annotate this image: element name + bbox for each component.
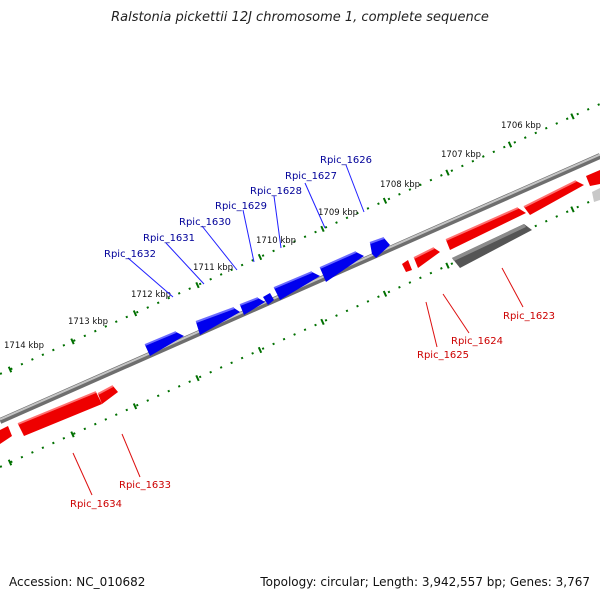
- accession-text: Accession: NC_010682: [9, 575, 146, 589]
- label-rpic-1633[interactable]: Rpic_1633: [119, 480, 171, 491]
- label-rpic-1631[interactable]: Rpic_1631: [143, 233, 195, 244]
- scale-label-1714: 1714 kbp: [4, 341, 44, 351]
- outer-scale-tick: [507, 141, 513, 148]
- scale-label-1709: 1709 kbp: [318, 208, 358, 218]
- inner-scale-tick: [7, 459, 13, 466]
- inner-scale-tick: [382, 290, 388, 297]
- label-rpic-1632[interactable]: Rpic_1632: [104, 249, 156, 260]
- inner-scale-tick: [320, 318, 325, 326]
- gene-rpic-1633[interactable]: [98, 386, 118, 404]
- reverse-genes: [144, 237, 390, 356]
- gene-rpic-1623-top: [452, 224, 526, 261]
- outer-scale-tick: [257, 253, 263, 261]
- gene-rpic-1624[interactable]: [446, 208, 526, 250]
- scale-label-1712: 1712 kbp: [131, 290, 171, 300]
- label-rpic-1625[interactable]: Rpic_1625: [417, 350, 469, 361]
- label-rpic-1630[interactable]: Rpic_1630: [179, 217, 231, 228]
- gene-rpic-1629[interactable]: [240, 298, 265, 315]
- scale-label-1706: 1706 kbp: [501, 121, 541, 131]
- label-rpic-1627[interactable]: Rpic_1627: [285, 171, 337, 182]
- outer-scale-tick: [70, 338, 75, 345]
- inner-scale-tick: [132, 403, 138, 410]
- gene-rpic-1630[interactable]: [196, 308, 240, 335]
- outer-scale-tick: [382, 197, 388, 204]
- gene-rpic-1628[interactable]: [274, 272, 320, 300]
- reverse-leaders: [127, 164, 365, 298]
- gene-rpic-1621[interactable]: [586, 170, 600, 186]
- inner-scale-tick: [570, 206, 575, 213]
- map-title: Ralstonia pickettii 12J chromosome 1, co…: [111, 10, 489, 25]
- gene-rpic-1625[interactable]: [414, 248, 440, 268]
- scale-label-1710: 1710 kbp: [256, 236, 296, 246]
- gene-rpic-1622[interactable]: [524, 181, 584, 215]
- gene-rpic-1628b[interactable]: [263, 293, 274, 305]
- outer-scale-tick: [7, 366, 13, 373]
- gene-rpic-1634[interactable]: [18, 392, 102, 436]
- genome-summary: Topology: circular; Length: 3,942,557 bp…: [260, 575, 590, 589]
- forward-genes: [0, 170, 600, 444]
- label-rpic-1629[interactable]: Rpic_1629: [215, 201, 267, 212]
- outer-scale-tick: [195, 281, 200, 289]
- inner-scale-tick: [257, 346, 263, 354]
- gene-rpic-1627[interactable]: [320, 252, 364, 282]
- scale-label-1707: 1707 kbp: [441, 150, 481, 160]
- label-rpic-1623[interactable]: Rpic_1623: [503, 311, 555, 322]
- scale-label-1708: 1708 kbp: [380, 180, 420, 190]
- scale-label-1713: 1713 kbp: [68, 317, 108, 327]
- gene-pseudo[interactable]: [592, 188, 600, 202]
- gene-rpic-1623[interactable]: [452, 224, 532, 268]
- label-rpic-1626[interactable]: Rpic_1626: [320, 155, 372, 166]
- outer-scale-tick: [320, 225, 325, 233]
- gene-rpic-1635[interactable]: [0, 426, 12, 444]
- inner-scale-tick: [70, 431, 75, 438]
- outer-scale-ticks: [7, 113, 575, 373]
- gene-rpic-1626[interactable]: [370, 238, 390, 258]
- gene-rpic-1625b[interactable]: [402, 260, 412, 272]
- outer-scale-tick: [132, 310, 138, 317]
- outer-scale-tick: [570, 113, 575, 120]
- inner-scale-tick: [195, 374, 200, 382]
- outer-scale-tick: [445, 169, 450, 176]
- scale-label-1711: 1711 kbp: [193, 263, 233, 273]
- label-rpic-1634[interactable]: Rpic_1634: [70, 499, 122, 510]
- label-rpic-1628[interactable]: Rpic_1628: [250, 186, 302, 197]
- inner-scale-tick: [445, 262, 450, 269]
- label-rpic-1624[interactable]: Rpic_1624: [451, 336, 503, 347]
- forward-leaders: [72, 267, 524, 496]
- gene-rpic-1632[interactable]: [145, 332, 184, 356]
